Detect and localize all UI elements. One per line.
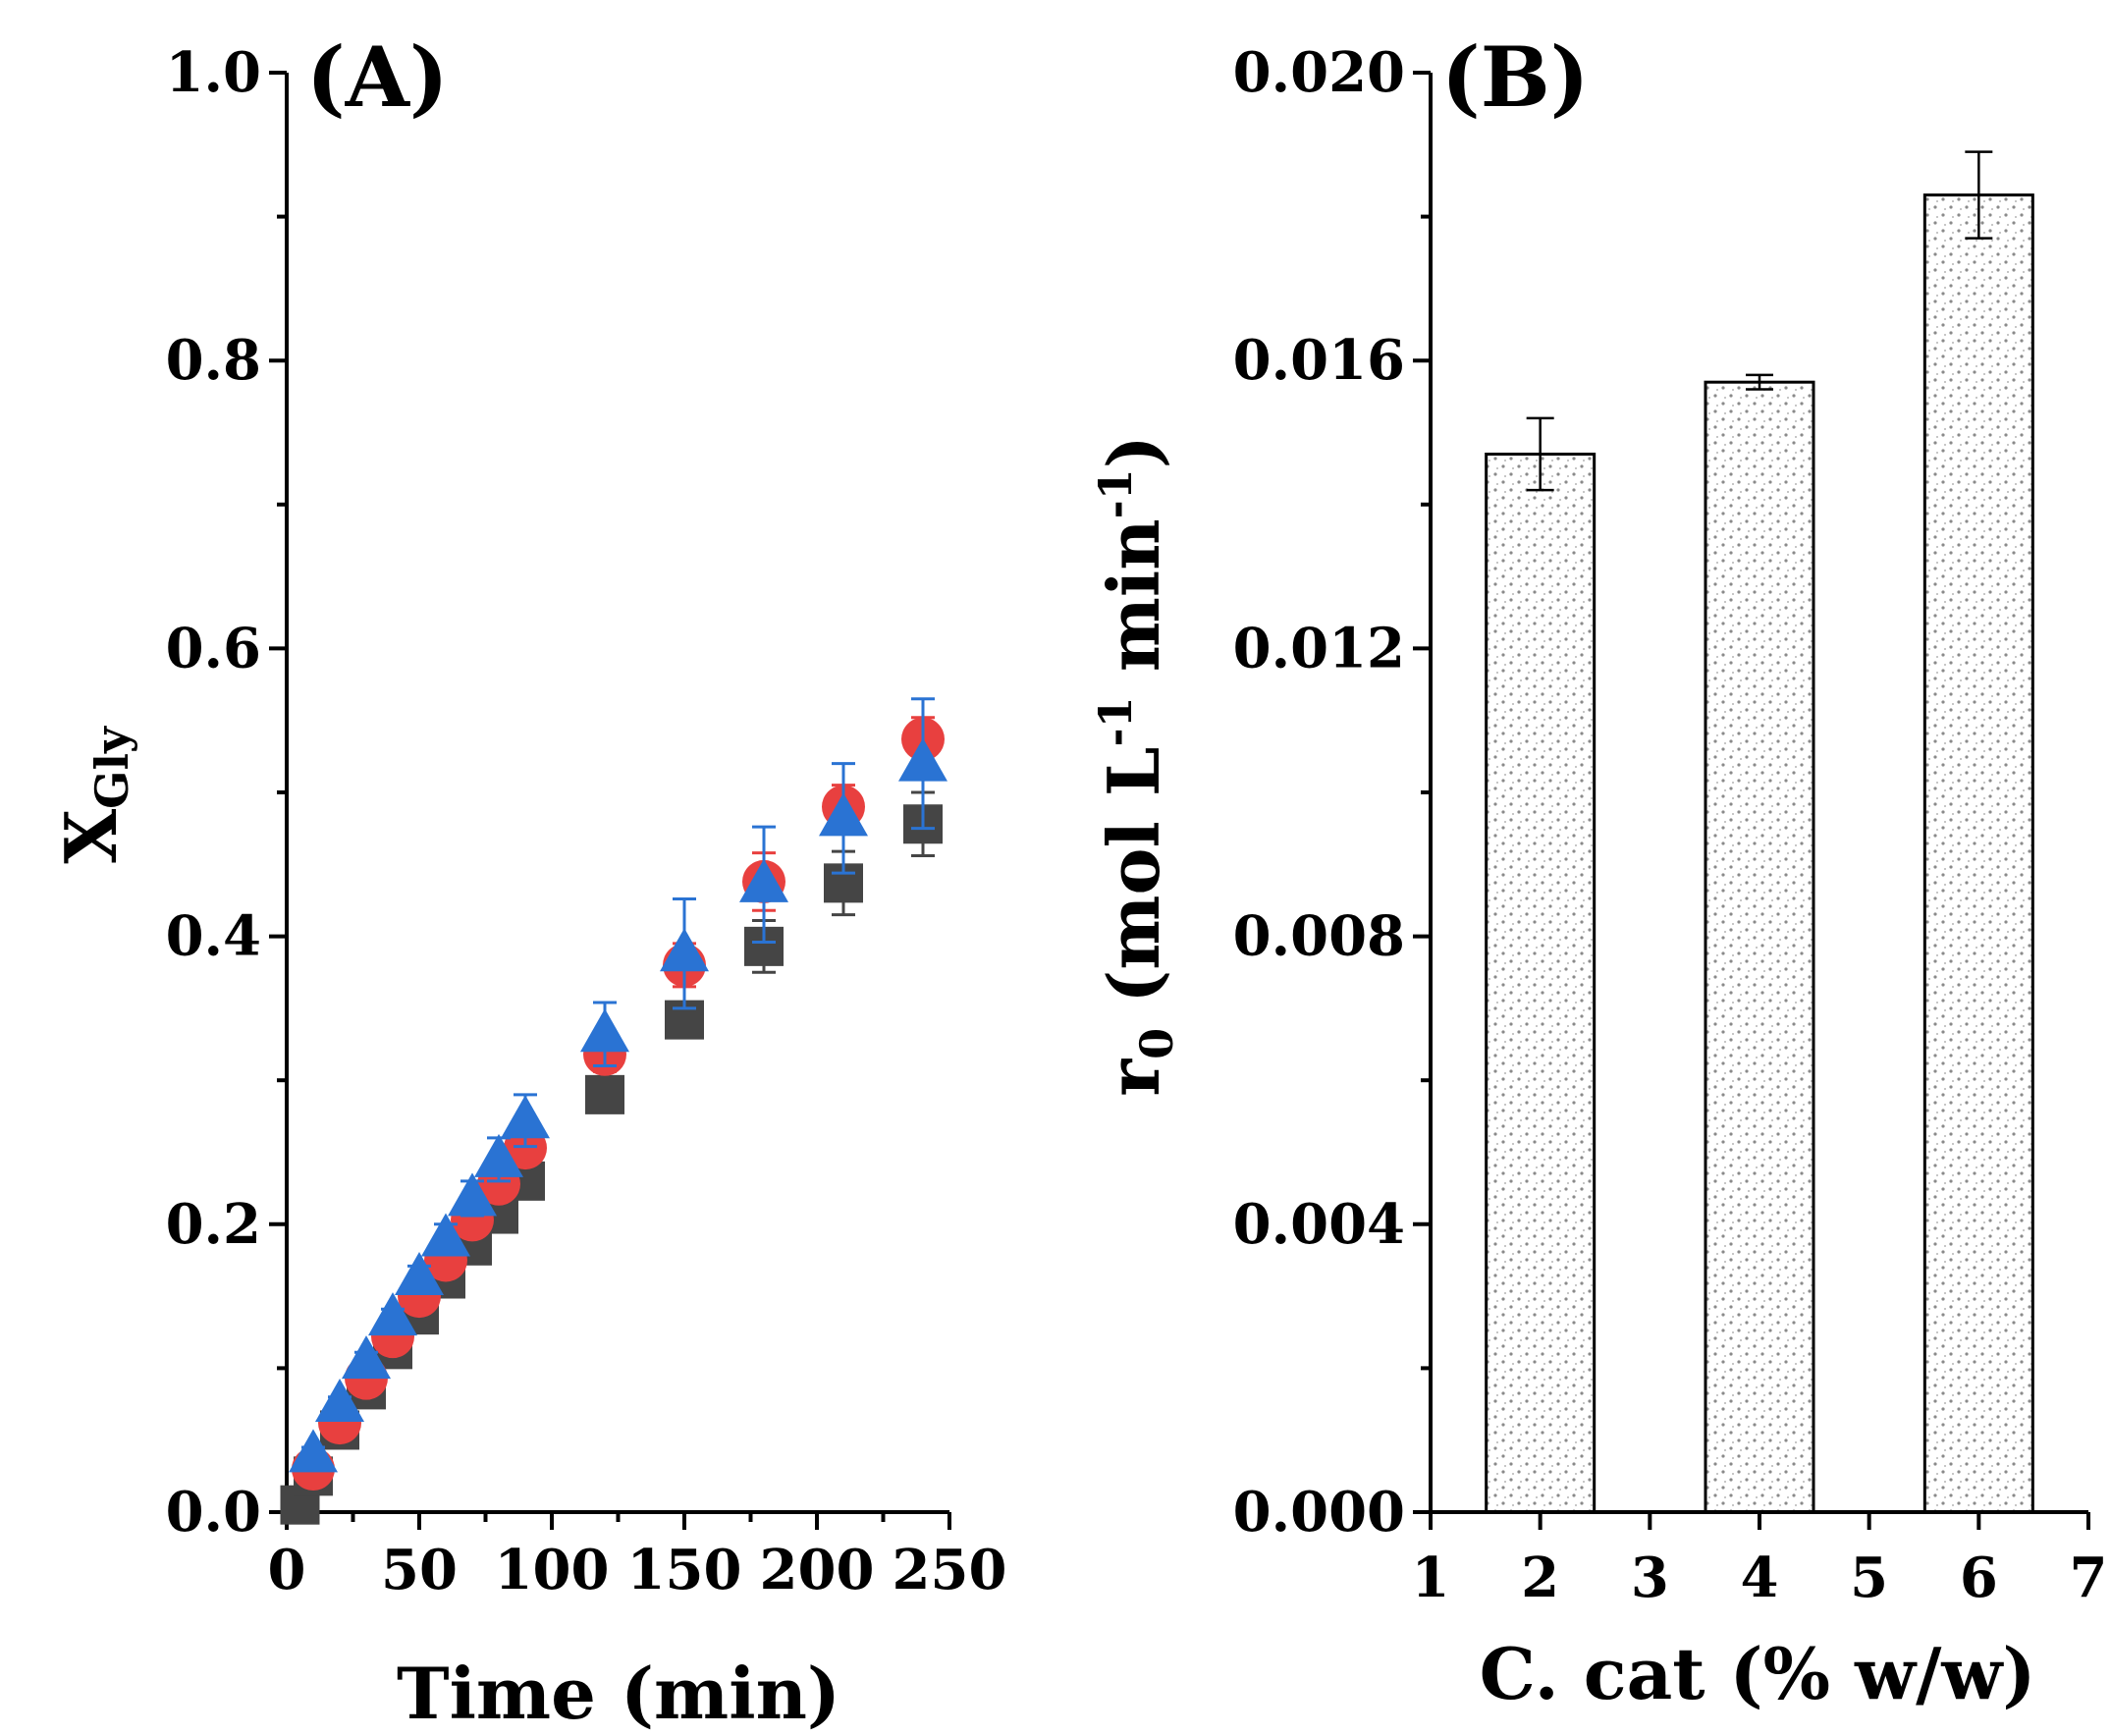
bar-6 [1922,193,2034,1514]
data-point-triangle [289,1429,338,1473]
x-tick-label: 3 [1631,1546,1669,1610]
y-title-unit-1: (mol L [1092,746,1175,1027]
series-triangle [289,697,947,1473]
data-point-triangle [395,1252,444,1296]
y-tick-label: 0.0 [166,1480,261,1545]
y-title-close: ) [1092,435,1175,468]
panel-b-chart: (B) 0.000 0.004 0.008 0.012 0.016 0.020 1 2 3 4 5 6… [1089,28,2107,1715]
x-tick-label: 50 [381,1538,458,1602]
panel-a-label: (A) [306,28,449,126]
bar-2 [1485,452,1597,1514]
bar-4 [1704,380,1815,1514]
y-title-superscript-1: -1 [1089,696,1142,746]
data-point-triangle [660,928,709,972]
panel-a-y-axis-title: XGly [49,726,138,864]
data-point-triangle [342,1335,391,1380]
y-tick-label: 0.004 [1233,1192,1405,1257]
data-point-triangle [739,858,788,902]
y-tick-label: 0.6 [166,616,261,680]
y-tick-label: 0.012 [1233,616,1405,680]
x-tick-label: 0 [268,1538,306,1602]
x-tick-label: 4 [1741,1546,1779,1610]
x-tick-label: 7 [2070,1546,2108,1610]
panel-a-chart: (A) 0.0 0.2 0.4 0.6 0.8 1.0 0 50 100 150 200 250 Ti… [49,28,1006,1735]
data-point-triangle [421,1213,470,1257]
panel-a-x-axis-title: Time (min) [397,1652,840,1735]
x-tick-label: 2 [1521,1546,1559,1610]
data-point-triangle [474,1133,523,1177]
panel-b-x-axis-title: C. cat (% w/w) [1480,1632,2036,1715]
y-title-superscript-2: -1 [1089,468,1142,518]
data-point-triangle [819,792,868,837]
y-tick-label: 0.4 [166,904,261,969]
panel-b-plot-area: 0.000 0.004 0.008 0.012 0.016 0.020 1 2 3 4 5 6 7 [1233,40,2108,1610]
y-title-subscript: Gly [85,726,138,809]
x-tick-label: 6 [1960,1546,1998,1610]
y-tick-label: 0.8 [166,328,261,393]
y-tick-label: 1.0 [166,40,261,105]
y-title-subscript: 0 [1130,1028,1183,1059]
y-tick-label: 0.020 [1233,40,1405,105]
data-point-triangle [368,1292,417,1336]
y-title-main: X [49,809,133,864]
y-title-unit-2: min [1092,518,1175,696]
data-point-triangle [315,1379,364,1423]
data-point-triangle [580,1008,629,1053]
y-tick-label: 0.016 [1233,328,1405,393]
y-tick-label: 0.008 [1233,904,1405,969]
x-tick-label: 150 [627,1538,742,1602]
panel-a-plot-area: 0.0 0.2 0.4 0.6 0.8 1.0 0 50 100 150 200 250 [166,40,1007,1602]
y-tick-label: 0.2 [166,1192,261,1257]
x-tick-label: 100 [495,1538,610,1602]
x-tick-label: 5 [1850,1546,1888,1610]
x-tick-label: 200 [760,1538,875,1602]
x-tick-label: 1 [1412,1546,1450,1610]
data-point-triangle [898,737,947,782]
x-tick-label: 250 [893,1538,1007,1602]
panel-b-label: (B) [1441,28,1590,126]
data-point-triangle [501,1095,550,1139]
data-point-triangle [448,1172,497,1217]
series-square [280,790,943,1525]
panel-b-y-axis-title: r0 (mol L-1 min-1) [1089,435,1183,1097]
y-title-prefix: r [1092,1058,1175,1097]
data-point-square [585,1074,624,1114]
y-tick-label: 0.000 [1233,1480,1405,1545]
